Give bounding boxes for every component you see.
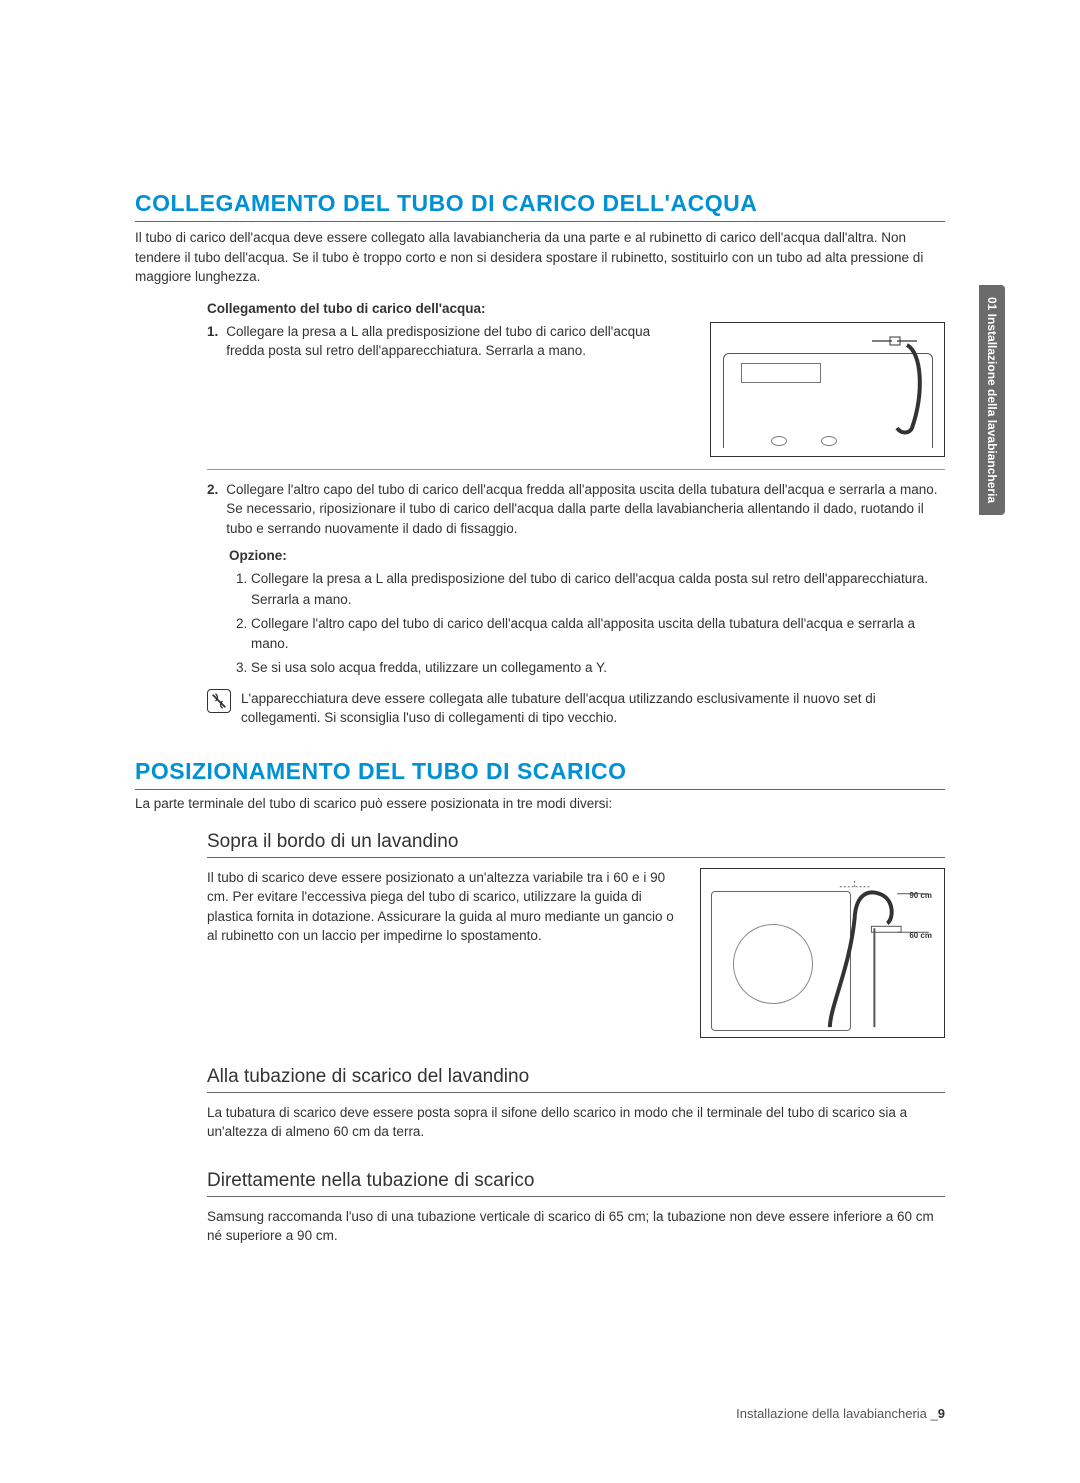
subintro: La parte terminale del tubo di scarico p… (135, 796, 945, 811)
note-icon (207, 689, 231, 713)
step-2-block: 2. Collegare l'altro capo del tubo di ca… (207, 480, 945, 679)
heading-2: POSIZIONAMENTO DEL TUBO DI SCARICO (135, 758, 945, 790)
connection-block: Collegamento del tubo di carico dell'acq… (207, 301, 945, 457)
hose-icon (862, 333, 932, 443)
option-item-2: Collegare l'altro capo del tubo di caric… (251, 614, 945, 655)
option-label: Opzione: (229, 548, 945, 563)
step-1-body: Collegare la presa a L alla predisposizi… (226, 322, 692, 361)
section-3-title: Direttamente nella tubazione di scarico (207, 1170, 945, 1197)
illustration-hose-connection (710, 322, 945, 457)
page-number: 9 (938, 1406, 945, 1421)
step-1-row: 1. Collegare la presa a L alla predispos… (207, 322, 945, 457)
page-footer: Installazione della lavabiancheria _9 (736, 1406, 945, 1421)
section-2-text: La tubatura di scarico deve essere posta… (207, 1103, 945, 1142)
option-item-1: Collegare la presa a L alla predisposizi… (251, 569, 945, 610)
step-2-number: 2. (207, 480, 218, 500)
page-content: COLLEGAMENTO DEL TUBO DI CARICO DELL'ACQ… (0, 0, 1080, 1334)
section-1-title: Sopra il bordo di un lavandino (207, 831, 945, 858)
step-2-body: Collegare l'altro capo del tubo di caric… (226, 480, 945, 539)
heading-1: COLLEGAMENTO DEL TUBO DI CARICO DELL'ACQ… (135, 190, 945, 222)
intro-paragraph: Il tubo di carico dell'acqua deve essere… (135, 228, 945, 287)
note-text: L'apparecchiatura deve essere collegata … (241, 689, 945, 728)
option-list: Collegare la presa a L alla predisposizi… (229, 569, 945, 678)
section-1-body: Il tubo di scarico deve essere posiziona… (207, 868, 945, 1038)
step-2-text: 2. Collegare l'altro capo del tubo di ca… (207, 480, 945, 539)
separator-1 (207, 469, 945, 470)
footer-text: Installazione della lavabiancheria _ (736, 1406, 938, 1421)
option-item-3: Se si usa solo acqua fredda, utilizzare … (251, 658, 945, 678)
note-row: L'apparecchiatura deve essere collegata … (207, 689, 945, 728)
illustration-label-60cm: 60 cm (909, 931, 932, 940)
step-1-text: 1. Collegare la presa a L alla predispos… (207, 322, 692, 457)
step-1-number: 1. (207, 322, 218, 342)
illustration-drain-sink: 90 cm 60 cm (700, 868, 945, 1038)
section-1-text: Il tubo di scarico deve essere posiziona… (207, 868, 682, 1038)
section-3-body: Samsung raccomanda l'uso di una tubazion… (207, 1207, 945, 1246)
illustration-label-90cm: 90 cm (909, 891, 932, 900)
section-2-title: Alla tubazione di scarico del lavandino (207, 1066, 945, 1093)
section-2-body: La tubatura di scarico deve essere posta… (207, 1103, 945, 1142)
section-3-text: Samsung raccomanda l'uso di una tubazion… (207, 1207, 945, 1246)
drain-hose-icon (701, 869, 944, 1037)
connect-subtitle: Collegamento del tubo di carico dell'acq… (207, 301, 945, 316)
